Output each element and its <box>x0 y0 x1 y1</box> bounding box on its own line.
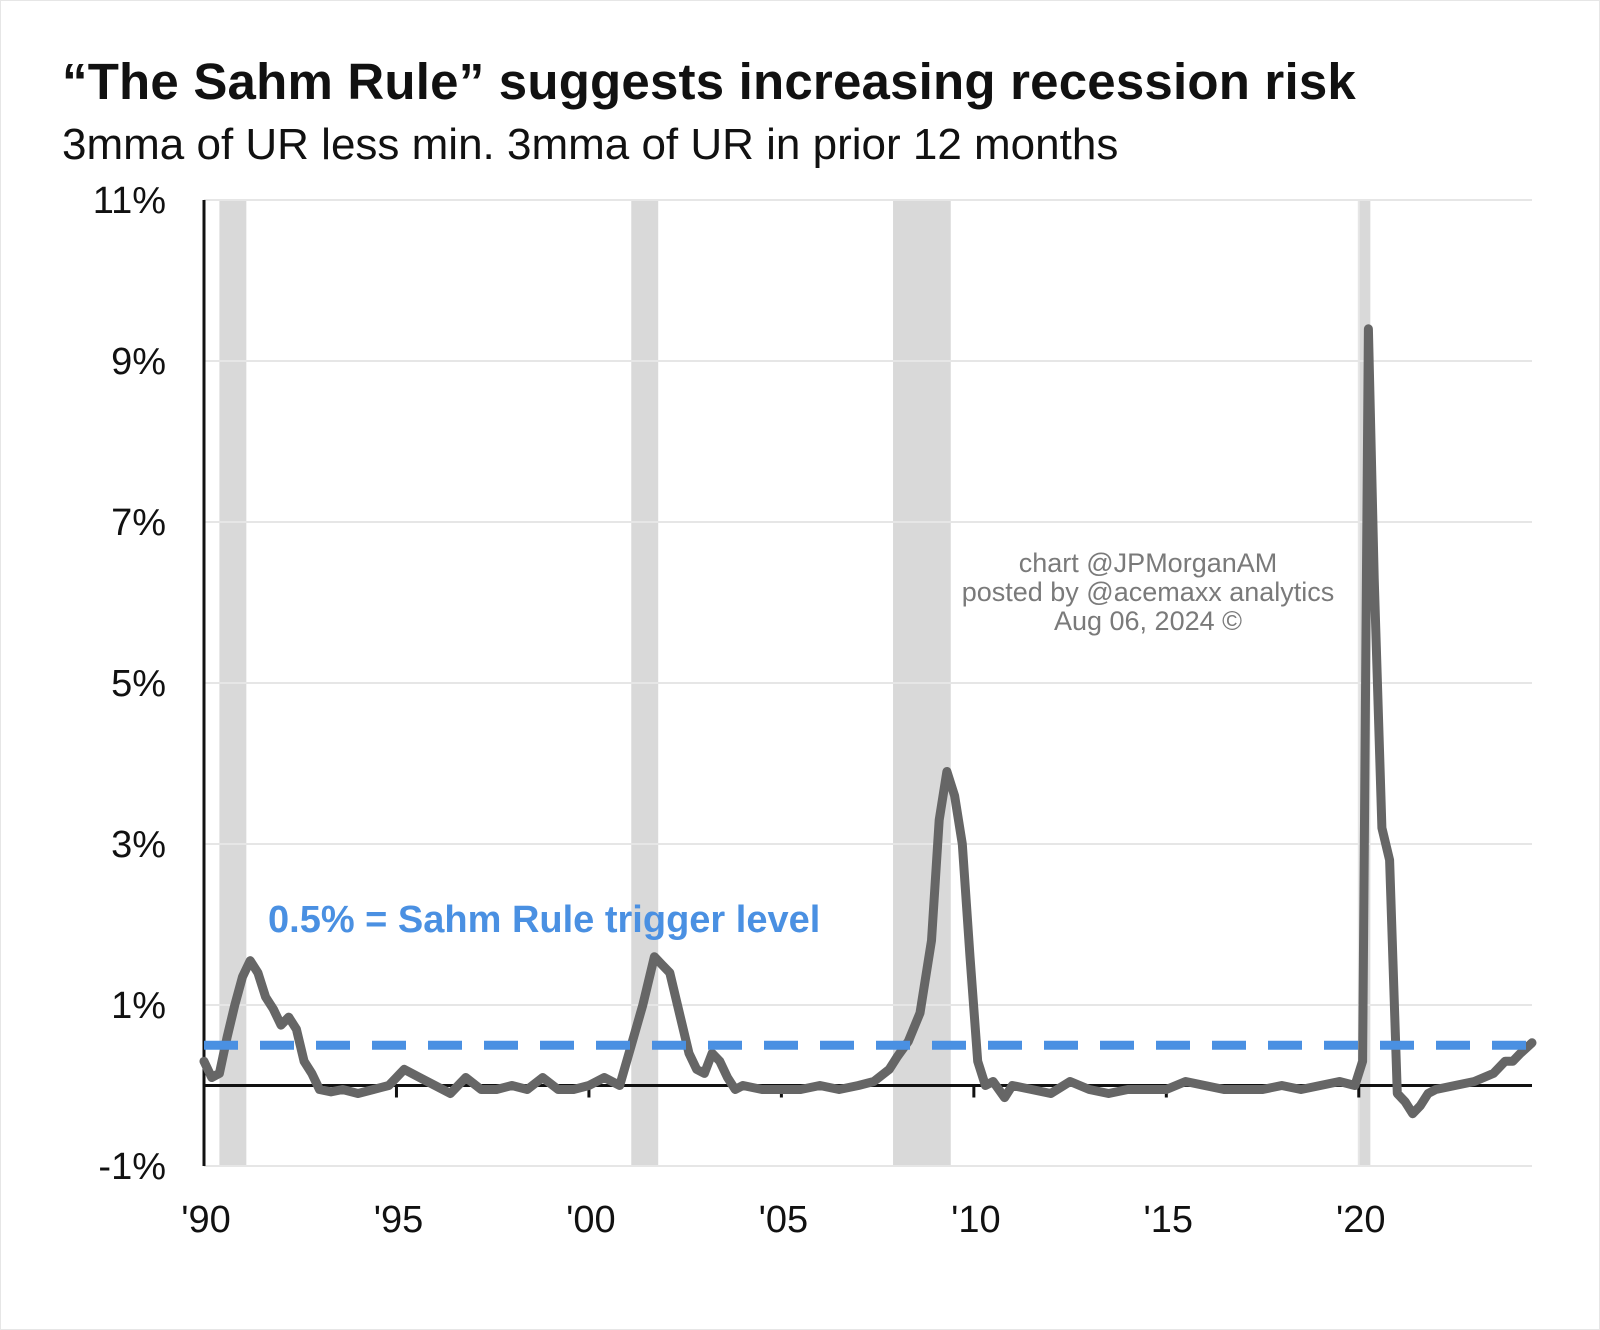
y-tick-label: 11% <box>93 180 166 222</box>
x-tick-label: '15 <box>1144 1199 1194 1241</box>
series-line <box>199 324 1537 1119</box>
x-tick-label: '95 <box>374 1199 424 1241</box>
series-1 <box>199 324 1537 1119</box>
x-tick-label: '90 <box>181 1199 231 1241</box>
grid-lines <box>204 199 1532 1167</box>
y-tick-label: 9% <box>111 341 166 383</box>
watermark: chart @JPMorganAM posted by @acemaxx ana… <box>962 548 1335 636</box>
x-tick-labels: '90 '95 '00 '05 '10 '15 '20 <box>181 1199 1385 1241</box>
series-layer <box>199 324 1537 1119</box>
x-tick-label: '10 <box>951 1199 1001 1241</box>
y-tick-labels: -1% 1% 3% 5% 7% 9% 11% <box>93 180 166 1188</box>
y-tick-label: 3% <box>111 824 166 866</box>
y-tick-label: -1% <box>98 1146 166 1188</box>
watermark-line-2: posted by @acemaxx analytics <box>962 577 1335 607</box>
watermark-line-1: chart @JPMorganAM <box>1019 548 1278 578</box>
y-tick-label: 7% <box>111 502 166 544</box>
x-tick-label: '20 <box>1336 1199 1386 1241</box>
x-tick-label: '05 <box>759 1199 809 1241</box>
chart-subtitle: 3mma of UR less min. 3mma of UR in prior… <box>62 120 1119 169</box>
y-tick-label: 5% <box>111 663 166 705</box>
trigger-level-label: 0.5% = Sahm Rule trigger level <box>268 899 820 941</box>
chart-title: “The Sahm Rule” suggests increasing rece… <box>62 53 1356 110</box>
y-tick-label: 1% <box>111 985 166 1027</box>
x-tick-label: '00 <box>566 1199 616 1241</box>
watermark-line-3: Aug 06, 2024 © <box>1054 606 1242 636</box>
